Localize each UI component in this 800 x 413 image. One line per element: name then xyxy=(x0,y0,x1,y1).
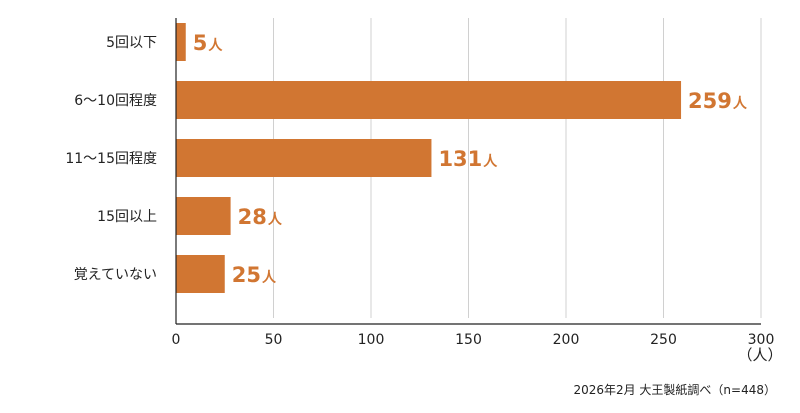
x-tick-label: 50 xyxy=(265,332,283,348)
bar xyxy=(176,81,682,119)
x-tick-label: 150 xyxy=(455,332,482,348)
x-tick-label: 300 xyxy=(748,332,775,348)
data-label: 5人 xyxy=(193,31,224,55)
bars xyxy=(176,23,682,293)
x-axis-unit: （人） xyxy=(737,346,782,364)
data-label: 25人 xyxy=(232,263,277,287)
category-label: 6～10回程度 xyxy=(74,93,157,109)
source-note: 2026年2月 大王製紙調べ（n=448） xyxy=(573,382,776,397)
category-label: 覚えていない xyxy=(74,267,157,283)
x-tick-label: 200 xyxy=(553,332,580,348)
category-label: 11～15回程度 xyxy=(65,151,157,167)
data-label: 28人 xyxy=(238,205,283,229)
axes xyxy=(175,18,761,325)
category-label: 15回以上 xyxy=(97,209,157,225)
bar xyxy=(176,23,186,61)
bar xyxy=(176,139,432,177)
bar xyxy=(176,197,231,235)
bar xyxy=(176,255,225,293)
x-tick-label: 0 xyxy=(172,332,181,348)
x-tick-label: 100 xyxy=(358,332,385,348)
x-tick-label: 250 xyxy=(650,332,677,348)
data-label: 131人 xyxy=(438,147,498,171)
labels: 0 50 100 150 200 250 300 5回以下 5人 6～10回程度 259人 11～15… xyxy=(65,31,774,348)
gridlines xyxy=(273,18,762,318)
data-label: 259人 xyxy=(688,89,748,113)
category-label: 5回以下 xyxy=(106,35,157,51)
